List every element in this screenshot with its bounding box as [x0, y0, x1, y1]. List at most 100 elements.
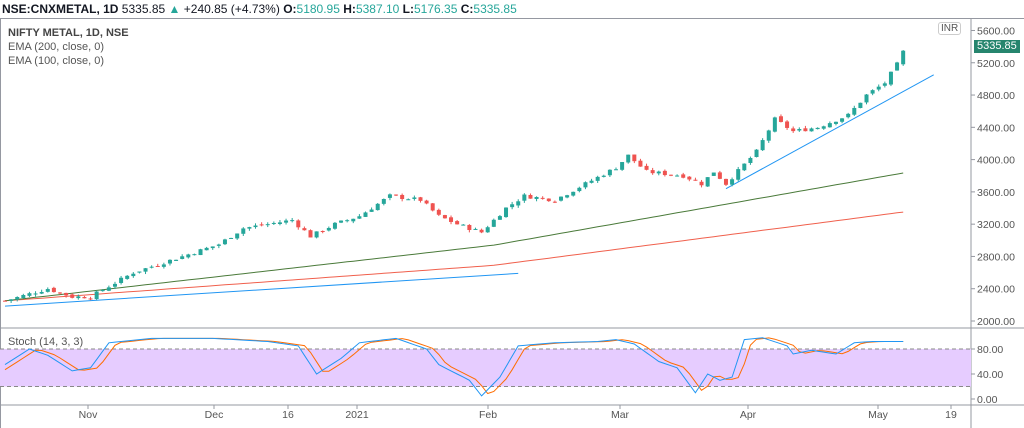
candle-body	[540, 197, 545, 199]
candle-body	[149, 266, 154, 268]
time-tick-label: Feb	[479, 409, 497, 421]
candle-body	[76, 296, 81, 299]
price-tick-label: 3600.00	[977, 187, 1015, 199]
candle-body	[748, 157, 753, 163]
candle-body	[479, 229, 484, 233]
candle-body	[876, 86, 881, 90]
candle-body	[650, 170, 655, 174]
candle-body	[45, 289, 50, 292]
candle-body	[430, 203, 435, 211]
symbol-header: NSE:CNXMETAL, 1D 5335.85 ▲ +240.85 (+4.7…	[2, 2, 517, 16]
symbol-name: NSE:CNXMETAL, 1D	[2, 2, 119, 16]
candle-body	[27, 293, 32, 296]
price-tick-label: 2800.00	[977, 251, 1015, 263]
candle-body	[858, 102, 863, 108]
candle-body	[192, 254, 197, 256]
chart-frame[interactable]	[0, 18, 1024, 428]
candle-body	[785, 121, 790, 128]
candle-body	[473, 228, 478, 230]
candle-body	[375, 203, 380, 211]
candle-body	[607, 169, 612, 176]
legend-title: NIFTY METAL, 1D, NSE	[8, 27, 129, 39]
candle-body	[82, 297, 87, 299]
close-label: C:	[460, 2, 474, 16]
candle-body	[730, 179, 735, 185]
candle-body	[864, 94, 869, 103]
candle-body	[326, 227, 331, 231]
legend-ema200[interactable]: EMA (200, close, 0)	[8, 41, 104, 53]
candle-body	[711, 172, 716, 176]
candle-body	[589, 180, 594, 183]
price-tick-label: 2000.00	[977, 316, 1015, 328]
candle-body	[577, 187, 582, 192]
currency-badge[interactable]: INR	[938, 22, 962, 35]
candle-body	[363, 212, 368, 217]
candle-body	[167, 259, 172, 264]
legend-ema100[interactable]: EMA (100, close, 0)	[8, 55, 104, 67]
candle-body	[406, 199, 411, 201]
candle-body	[119, 277, 124, 284]
candle-body	[235, 233, 240, 239]
price-tick-label: 5600.00	[977, 25, 1015, 37]
price-tick-label: 2400.00	[977, 284, 1015, 296]
price-tick-label: 4000.00	[977, 155, 1015, 167]
candle-body	[632, 154, 637, 162]
candle-body	[827, 123, 832, 128]
up-arrow-icon: ▲	[168, 2, 181, 16]
candle-body	[277, 222, 282, 224]
candle-body	[614, 169, 618, 171]
candle-body	[723, 178, 728, 185]
chart-legend: NIFTY METAL, 1D, NSE EMA (200, close, 0)…	[8, 26, 129, 68]
candle-body	[778, 116, 783, 122]
stoch-k-line	[4, 337, 904, 397]
candle-body	[455, 221, 460, 225]
candle-body	[412, 197, 417, 199]
low-value: 5176.35	[414, 2, 458, 16]
close-value: 5335.85	[473, 2, 517, 16]
candle-body	[369, 209, 374, 212]
candle-body	[583, 182, 588, 188]
time-tick-label: May	[868, 409, 889, 421]
candle-body	[247, 227, 252, 229]
candle-body	[846, 113, 851, 118]
candle-body	[57, 292, 62, 294]
candle-body	[687, 176, 692, 180]
candle-body	[259, 224, 264, 226]
trendline	[725, 74, 934, 190]
stoch-tick-label: 40.00	[977, 369, 1003, 381]
candle-body	[675, 175, 680, 177]
candle-body	[442, 215, 447, 219]
candle-body	[400, 194, 405, 200]
time-tick-label: Apr	[740, 409, 757, 421]
candle-body	[485, 227, 490, 233]
candle-body	[833, 121, 838, 124]
candle-body	[516, 201, 521, 206]
candle-body	[100, 290, 105, 292]
candle-body	[39, 291, 44, 294]
time-tick-label: 16	[282, 409, 294, 421]
candle-body	[33, 293, 38, 295]
candle-body	[638, 160, 643, 167]
time-tick-label: Nov	[79, 409, 98, 421]
low-label: L:	[402, 2, 414, 16]
candle-body	[559, 196, 564, 201]
candle-body	[186, 254, 191, 258]
stoch-label[interactable]: Stoch (14, 3, 3)	[8, 336, 84, 348]
candle-body	[552, 201, 557, 203]
high-value: 5387.10	[355, 2, 400, 16]
candle-body	[351, 218, 356, 222]
candle-body	[852, 107, 857, 115]
stoch-tick-label: 0.00	[977, 394, 998, 406]
candle-body	[229, 237, 234, 239]
candle-body	[51, 287, 56, 293]
candle-body	[699, 181, 704, 186]
candle-body	[791, 128, 796, 132]
candle-body	[901, 50, 906, 65]
candle-body	[253, 225, 258, 228]
open-value: 5180.95	[296, 2, 340, 16]
candle-body	[888, 71, 893, 85]
candle-body	[143, 268, 148, 272]
candle-body	[595, 176, 600, 181]
candle-body	[332, 222, 337, 229]
